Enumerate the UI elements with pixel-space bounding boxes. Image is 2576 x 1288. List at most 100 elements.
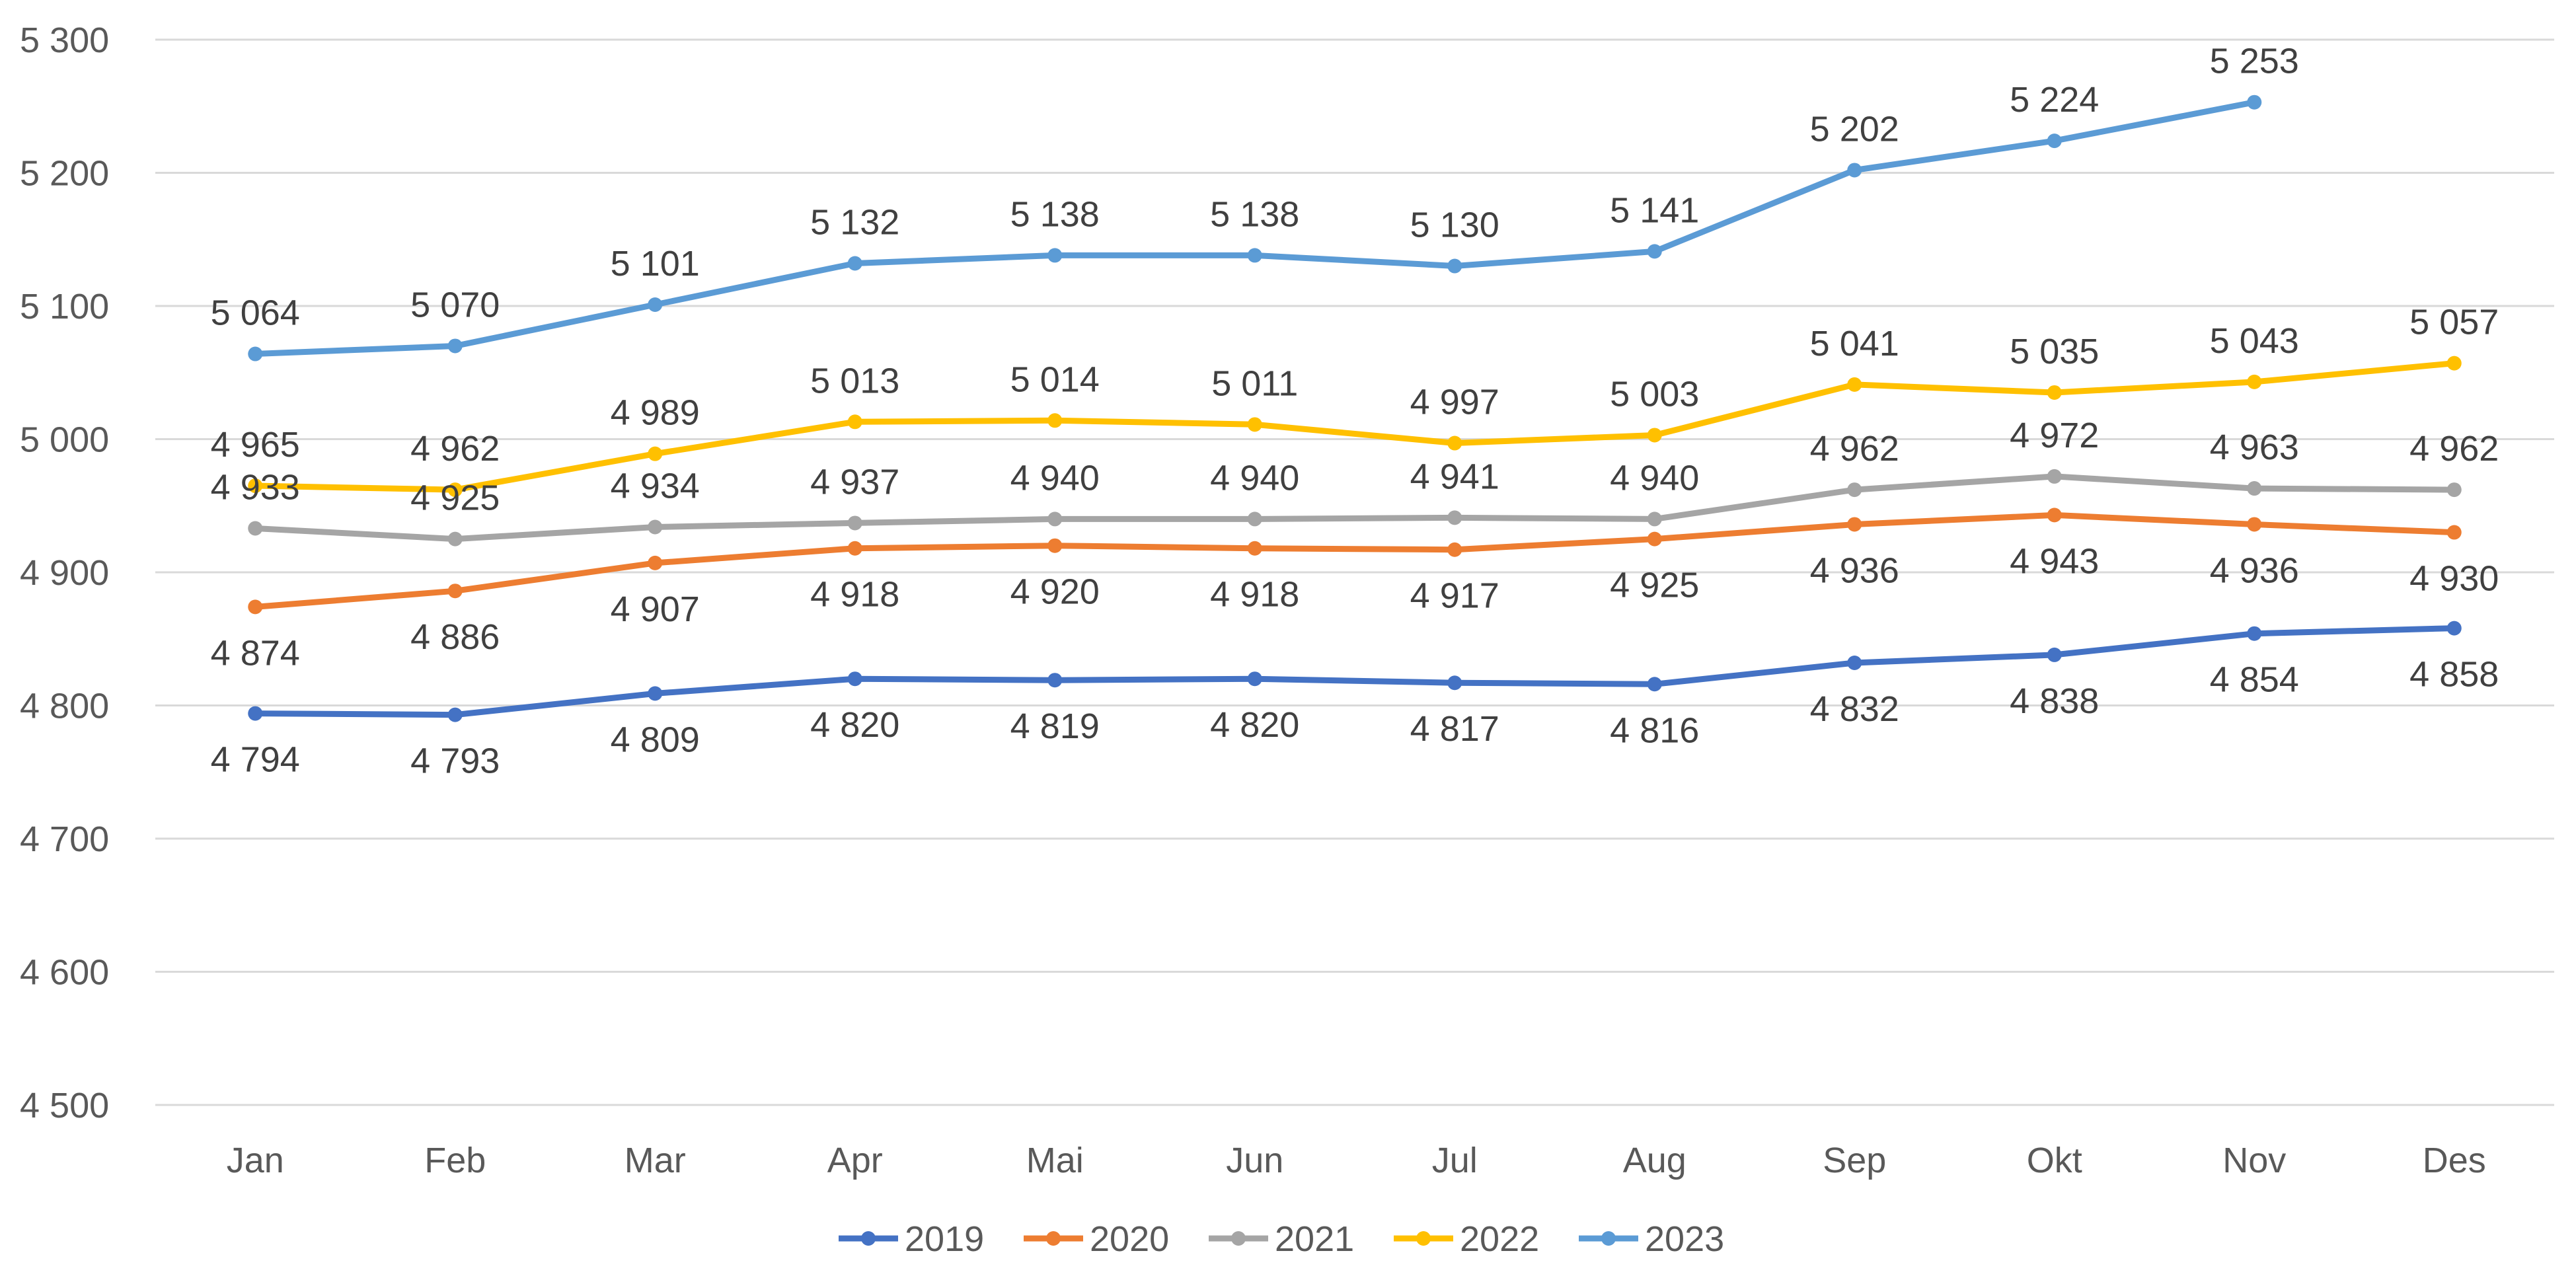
- data-point-2019: [847, 671, 862, 687]
- data-point-2020: [447, 584, 463, 599]
- series-line-2022: [252, 360, 2458, 493]
- legend-label: 2020: [1090, 1219, 1169, 1259]
- data-label-2023: 5 138: [1210, 194, 1299, 234]
- data-point-2023: [1047, 248, 1063, 263]
- data-label-2021: 4 940: [1210, 458, 1299, 498]
- data-label-2020: 4 907: [611, 589, 700, 629]
- legend-marker: [861, 1231, 876, 1246]
- data-point-2023: [847, 256, 862, 271]
- data-label-2022: 5 043: [2210, 321, 2299, 361]
- data-point-2020: [1647, 531, 1662, 547]
- data-point-2019: [248, 706, 263, 721]
- y-tick-label: 5 300: [20, 20, 109, 60]
- gridlines: [155, 38, 2554, 1106]
- data-point-2020: [648, 555, 663, 570]
- data-label-2022: 5 035: [2010, 332, 2099, 371]
- data-label-2020: 4 886: [410, 617, 500, 657]
- legend-marker: [1601, 1231, 1616, 1246]
- data-label-2023: 5 064: [211, 293, 300, 333]
- data-label-2020: 4 874: [211, 633, 300, 673]
- data-label-2022: 5 057: [2409, 303, 2499, 342]
- y-tick-label: 4 800: [20, 687, 109, 726]
- data-label-2021: 4 937: [810, 462, 899, 502]
- data-point-2019: [2047, 647, 2062, 662]
- data-point-2020: [847, 541, 862, 556]
- data-label-2022: 5 041: [1810, 324, 1899, 363]
- data-point-2023: [1447, 258, 1462, 274]
- data-label-2019: 4 809: [611, 720, 700, 759]
- data-point-2023: [1247, 248, 1262, 263]
- data-point-2020: [1247, 541, 1262, 556]
- data-label-2019: 4 838: [2010, 681, 2099, 721]
- data-point-2019: [447, 707, 463, 722]
- data-point-2019: [1447, 675, 1462, 691]
- data-label-2021: 4 934: [611, 466, 700, 506]
- data-label-2022: 4 989: [611, 393, 700, 433]
- data-label-2022: 4 997: [1410, 383, 1499, 422]
- x-tick-label: Mai: [1026, 1141, 1084, 1180]
- data-label-2021: 4 933: [211, 468, 300, 508]
- data-label-2020: 4 936: [1810, 550, 1899, 590]
- data-labels: 4 794 4 793 4 809 4 820 4 819 4 820 4 817 4 816…: [211, 42, 2499, 781]
- data-label-2023: 5 141: [1610, 190, 1699, 230]
- data-label-2019: 4 832: [1810, 689, 1899, 729]
- data-point-2020: [248, 599, 263, 615]
- data-point-2021: [1047, 511, 1063, 527]
- data-point-2021: [1447, 510, 1462, 525]
- data-point-2023: [1847, 163, 1862, 178]
- legend-item-2023: 2023: [1579, 1219, 1724, 1259]
- data-point-2021: [847, 515, 862, 531]
- data-point-2022: [1647, 428, 1662, 443]
- x-tick-label: Aug: [1623, 1141, 1686, 1180]
- data-point-2019: [1847, 656, 1862, 671]
- data-point-2022: [248, 478, 263, 494]
- data-label-2019: 4 854: [2210, 660, 2299, 700]
- data-label-2019: 4 858: [2409, 655, 2499, 695]
- x-tick-label: Jul: [1432, 1141, 1478, 1180]
- data-point-2022: [2446, 356, 2462, 371]
- data-label-2021: 4 925: [410, 478, 500, 518]
- data-point-2021: [648, 519, 663, 535]
- legend-item-2019: 2019: [839, 1219, 984, 1259]
- data-point-2021: [1847, 482, 1862, 498]
- data-label-2023: 5 070: [410, 285, 500, 324]
- data-label-2022: 4 965: [211, 425, 300, 465]
- data-label-2021: 4 962: [2409, 429, 2499, 469]
- data-label-2020: 4 918: [810, 575, 899, 615]
- data-label-2022: 5 003: [1610, 374, 1699, 414]
- data-point-2019: [2446, 621, 2462, 636]
- data-label-2020: 4 930: [2409, 559, 2499, 599]
- data-point-2023: [2247, 95, 2262, 110]
- data-label-2019: 4 794: [211, 740, 300, 780]
- y-tick-label: 4 900: [20, 553, 109, 593]
- data-label-2022: 5 013: [810, 361, 899, 400]
- x-tick-label: Jan: [227, 1141, 284, 1180]
- data-label-2023: 5 253: [2210, 42, 2299, 81]
- data-point-2019: [1047, 673, 1063, 688]
- x-tick-label: Mar: [625, 1141, 686, 1180]
- y-tick-label: 4 500: [20, 1086, 109, 1125]
- data-label-2023: 5 132: [810, 203, 899, 243]
- legend-label: 2019: [905, 1219, 984, 1259]
- data-label-2021: 4 940: [1610, 458, 1699, 498]
- data-point-2023: [1647, 244, 1662, 259]
- legend: 2019 2020 2021 2022 2023: [839, 1219, 1724, 1259]
- data-label-2022: 5 014: [1010, 360, 1100, 399]
- data-point-2020: [1847, 517, 1862, 532]
- data-label-2021: 4 963: [2210, 428, 2299, 467]
- data-point-2021: [2446, 482, 2462, 498]
- data-label-2022: 5 011: [1211, 363, 1298, 403]
- data-label-2021: 4 972: [2010, 416, 2099, 455]
- y-tick-label: 5 200: [20, 154, 109, 194]
- data-label-2023: 5 130: [1410, 206, 1499, 245]
- data-point-2022: [2047, 385, 2062, 400]
- data-label-2021: 4 962: [1810, 429, 1899, 469]
- x-axis-tick-labels: Jan Feb Mar Apr Mai Jun Jul Aug Sep Okt Nov Des: [227, 1141, 2486, 1180]
- y-tick-label: 5 000: [20, 420, 109, 460]
- data-point-2020: [2446, 525, 2462, 540]
- x-tick-label: Des: [2423, 1141, 2486, 1180]
- series-line-2019: [252, 625, 2458, 718]
- x-tick-label: Apr: [827, 1141, 883, 1180]
- x-tick-label: Sep: [1823, 1141, 1886, 1180]
